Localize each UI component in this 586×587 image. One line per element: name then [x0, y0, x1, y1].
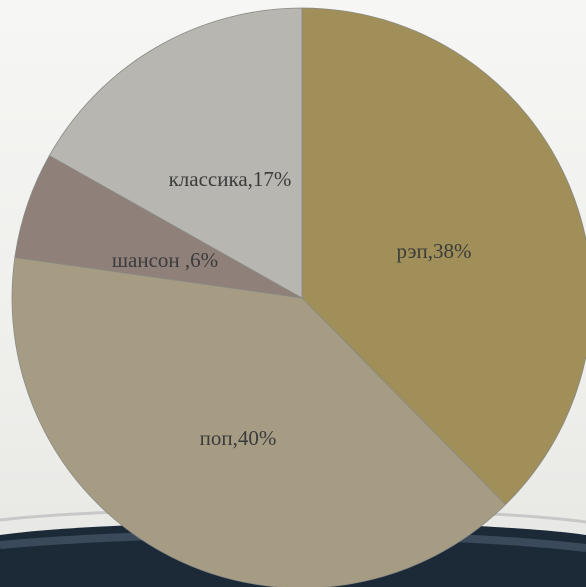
slice-label-1: поп,40%: [200, 426, 277, 450]
pie-labels: рэп,38% поп,40% шансон ,6% классика,17%: [112, 167, 472, 450]
pie-slice-1: [11, 257, 507, 587]
pie-slice-0: [301, 7, 586, 506]
slice-label-3: классика,17%: [169, 167, 292, 191]
slice-label-2: шансон ,6%: [112, 248, 218, 272]
slice-label-0: рэп,38%: [396, 239, 471, 263]
pie-slice-3: [48, 7, 303, 299]
pie-slices: [11, 7, 586, 587]
